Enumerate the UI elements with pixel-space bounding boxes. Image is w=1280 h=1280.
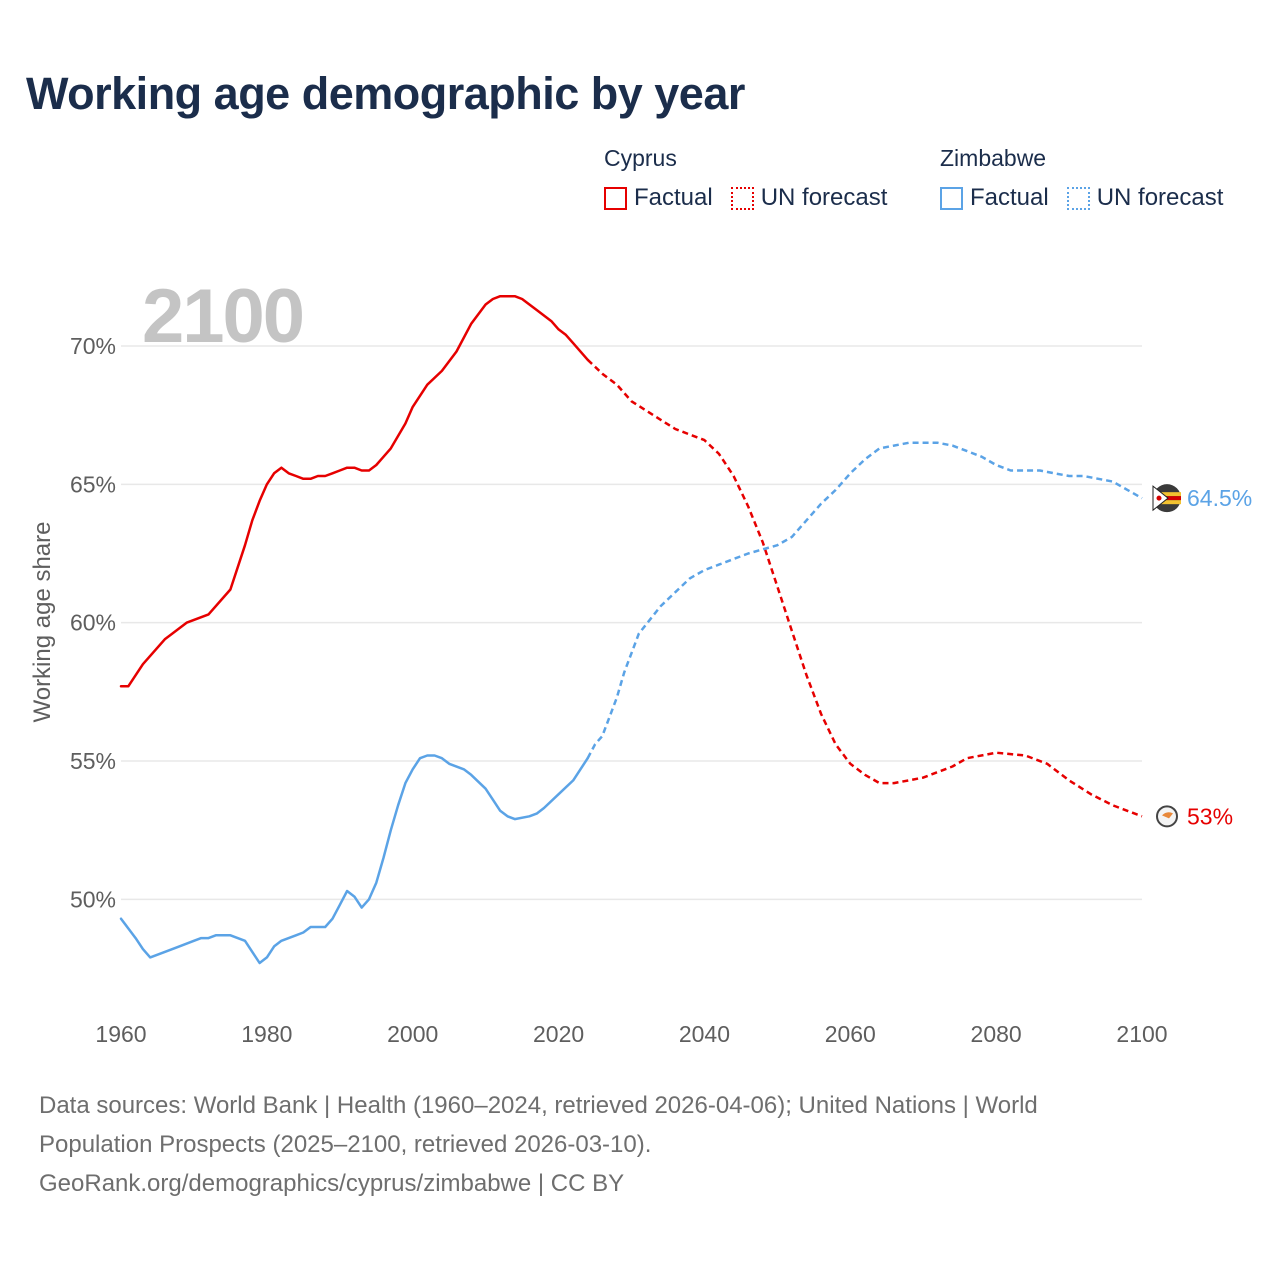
current-year-watermark: 2100 <box>142 274 303 359</box>
flag-star <box>1156 495 1162 501</box>
y-tick-label: 50% <box>70 886 116 912</box>
series-line-cyprus-forecast <box>586 358 1143 818</box>
series-line-zimbabwe-factual <box>119 754 589 965</box>
flag-stripe <box>1153 500 1181 505</box>
legend-item-cyprus-factual[interactable]: Factual <box>604 184 713 212</box>
x-tick-label: 2060 <box>825 1021 876 1047</box>
legend-label: UN forecast <box>760 184 888 211</box>
legend-group-cyprus: Cyprus Factual UN forecast <box>604 145 887 212</box>
series-line-zimbabwe-forecast <box>586 441 1143 759</box>
legend-label: Factual <box>634 184 713 211</box>
footer-sources: Data sources: World Bank | Health (1960–… <box>39 1086 1239 1203</box>
x-tick-label: 2040 <box>679 1021 730 1047</box>
flag-island <box>1162 812 1173 819</box>
x-tick-label: 2080 <box>971 1021 1022 1047</box>
legend-swatch-solid <box>604 186 627 210</box>
legend-swatch-dotted <box>1066 186 1090 210</box>
legend-group-title: Zimbabwe <box>940 145 1047 171</box>
legend-label: Factual <box>970 184 1049 211</box>
legend-item-cyprus-forecast[interactable]: UN forecast <box>730 184 888 212</box>
x-tick-label: 2000 <box>387 1021 438 1047</box>
x-tick-label: 2020 <box>533 1021 584 1047</box>
end-value-label-cyprus: 53% <box>1187 803 1233 829</box>
legend-label: UN forecast <box>1096 184 1224 211</box>
footer-line: Data sources: World Bank | Health (1960–… <box>39 1092 1038 1119</box>
y-tick-label: 55% <box>70 748 116 774</box>
footer-line: Population Prospects (2025–2100, retriev… <box>39 1131 652 1158</box>
legend-item-zimbabwe-factual[interactable]: Factual <box>940 184 1049 212</box>
y-axis-label: Working age share <box>29 522 56 723</box>
x-tick-label: 1980 <box>241 1021 292 1047</box>
legend-swatch-dotted <box>730 186 754 210</box>
y-tick-label: 70% <box>70 333 116 359</box>
series-line-cyprus-factual <box>119 294 589 688</box>
legend-item-zimbabwe-forecast[interactable]: UN forecast <box>1066 184 1224 212</box>
line-chart: 50% 55% 60% 65% 70% 1960 1980 2000 2020 2040 2060 2… <box>29 274 1252 1047</box>
legend-swatch-solid <box>940 186 963 210</box>
x-tick-label: 1960 <box>95 1021 146 1047</box>
flag-stripe <box>1153 492 1181 497</box>
x-tick-label: 2100 <box>1116 1021 1167 1047</box>
chart-title: Working age demographic by year <box>26 68 745 119</box>
y-tick-label: 60% <box>70 610 116 636</box>
end-value-label-zimbabwe: 64.5% <box>1187 485 1252 511</box>
footer-line: GeoRank.org/demographics/cyprus/zimbabwe… <box>39 1170 625 1197</box>
legend-group-title: Cyprus <box>604 145 677 171</box>
legend-group-zimbabwe: Zimbabwe Factual UN forecast <box>940 145 1223 212</box>
y-tick-label: 65% <box>70 471 116 497</box>
